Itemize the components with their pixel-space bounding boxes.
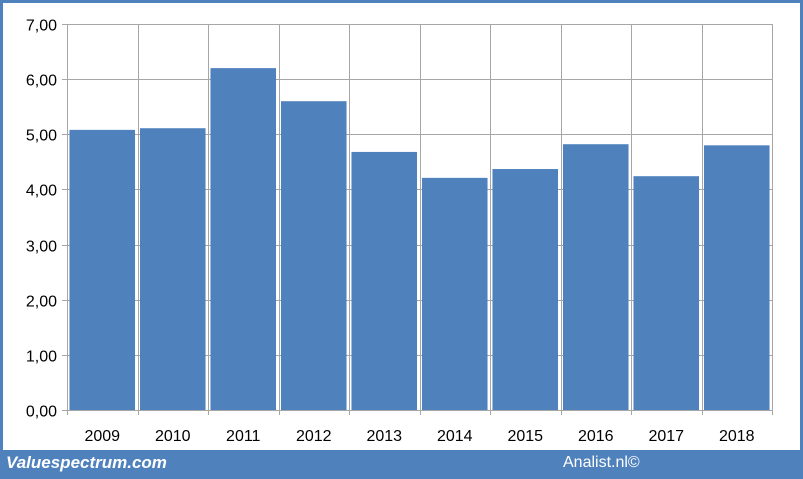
bar xyxy=(139,128,206,410)
y-tick-label: 5,00 xyxy=(26,128,57,145)
x-tick-label: 2017 xyxy=(648,428,684,445)
x-tick-label: 2016 xyxy=(578,428,614,445)
x-tick-label: 2018 xyxy=(719,428,755,445)
y-tick-label: 0,00 xyxy=(26,404,57,421)
x-tick-label: 2010 xyxy=(155,428,191,445)
bar xyxy=(703,145,770,411)
x-tick-label: 2014 xyxy=(437,428,473,445)
y-tick-label: 4,00 xyxy=(26,183,57,200)
x-tick-label: 2011 xyxy=(226,428,261,445)
y-tick-label: 2,00 xyxy=(26,294,57,311)
y-tick-label: 7,00 xyxy=(26,18,57,35)
bar xyxy=(421,177,488,410)
x-tick-label: 2015 xyxy=(507,428,543,445)
bar xyxy=(562,144,629,410)
y-tick-label: 3,00 xyxy=(26,239,57,256)
bar xyxy=(280,101,347,410)
y-tick-label: 6,00 xyxy=(26,73,57,90)
y-tick-label: 1,00 xyxy=(26,349,57,366)
x-tick-label: 2009 xyxy=(84,428,120,445)
x-tick-label: 2012 xyxy=(296,428,332,445)
bar xyxy=(69,129,136,411)
source-label: Valuespectrum.com xyxy=(6,453,167,472)
copyright-label: Analist.nl© xyxy=(563,454,640,471)
bar xyxy=(351,151,418,410)
x-tick-label: 2013 xyxy=(366,428,402,445)
bar xyxy=(633,176,700,410)
bar xyxy=(210,68,277,410)
bar xyxy=(492,169,559,410)
